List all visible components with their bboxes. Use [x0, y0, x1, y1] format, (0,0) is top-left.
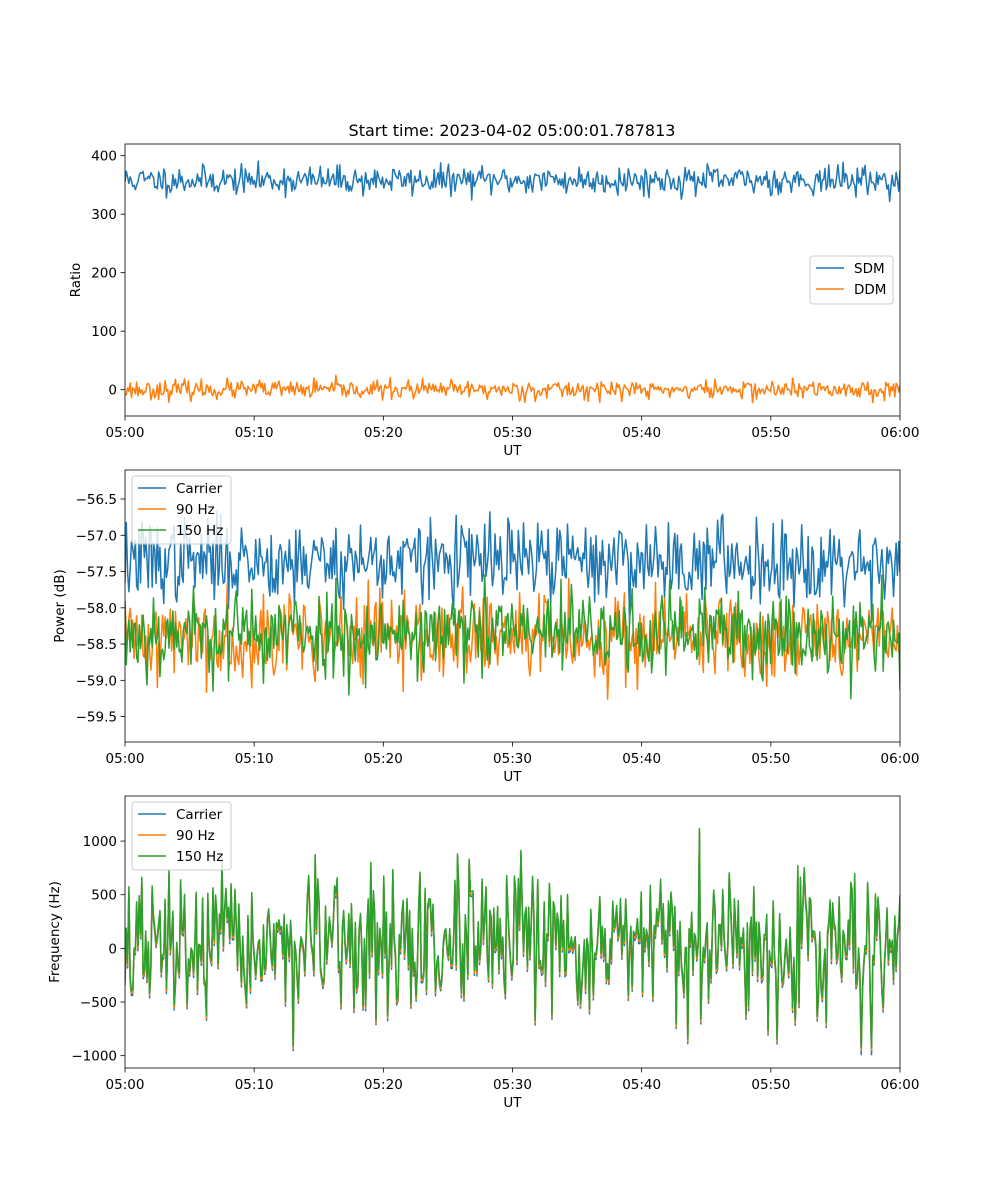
series-line-ddm	[125, 374, 900, 404]
x-tick-label: 05:30	[493, 1077, 532, 1093]
y-tick-label: 0	[108, 941, 117, 957]
y-tick-label: −58.0	[76, 601, 117, 617]
y-tick-label: 300	[91, 207, 117, 223]
legend-label: 90 Hz	[176, 502, 215, 518]
x-tick-label: 05:40	[622, 425, 661, 441]
chart-panels: 05:00 05:10 05:20 05:30 05:40 05:50 06:00 0 100 2…	[47, 143, 920, 1111]
y-tick-label: −56.5	[76, 492, 117, 508]
y-tick-label: −59.0	[76, 673, 117, 689]
chart-panel-3: 05:00 05:10 05:20 05:30 05:40 05:50 06:00 −1000…	[47, 795, 920, 1111]
x-tick-label: 05:20	[364, 751, 403, 767]
figure-title: Start time: 2023-04-02 05:00:01.787813	[349, 121, 676, 140]
legend-box	[131, 801, 232, 871]
x-tick-label: 05:00	[106, 1077, 145, 1093]
chart-panel-1: 05:00 05:10 05:20 05:30 05:40 05:50 06:00 0 100 2…	[68, 143, 920, 459]
series-line-sdm	[125, 160, 900, 203]
x-tick-label: 06:00	[881, 425, 920, 441]
legend-label: 150 Hz	[176, 523, 223, 539]
y-tick-label: 0	[108, 383, 117, 399]
y-tick-label: −57.0	[76, 528, 117, 544]
x-tick-label: 05:10	[235, 751, 274, 767]
y-tick-label: −57.5	[76, 565, 117, 581]
legend: Carrier 90 Hz 150 Hz	[131, 475, 232, 545]
series-lines	[125, 510, 900, 700]
legend-label: 90 Hz	[176, 828, 215, 844]
y-tick-label: 400	[91, 149, 117, 165]
legend-label: Carrier	[176, 807, 223, 823]
y-tick-label: −500	[80, 995, 117, 1011]
x-axis-label: UT	[503, 443, 522, 459]
x-tick-label: 05:50	[751, 751, 790, 767]
x-tick-label: 05:30	[493, 425, 532, 441]
y-axis-label: Frequency (Hz)	[47, 881, 63, 983]
x-axis-label: UT	[503, 1095, 522, 1111]
x-tick-label: 05:20	[364, 1077, 403, 1093]
legend-label: SDM	[854, 261, 885, 277]
x-tick-label: 05:00	[106, 751, 145, 767]
x-tick-label: 06:00	[881, 751, 920, 767]
y-axis-label: Ratio	[68, 263, 84, 298]
x-tick-label: 05:10	[235, 425, 274, 441]
x-tick-label: 05:00	[106, 425, 145, 441]
chart-panel-2: 05:00 05:10 05:20 05:30 05:40 05:50 06:00 −59.5…	[52, 469, 920, 785]
series-line-carrier	[125, 510, 900, 625]
x-tick-label: 05:40	[622, 1077, 661, 1093]
y-tick-label: 200	[91, 266, 117, 282]
series-line-150-hz	[125, 827, 900, 1048]
x-tick-label: 05:20	[364, 425, 403, 441]
y-tick-label: −58.5	[76, 637, 117, 653]
x-axis-label: UT	[503, 769, 522, 785]
y-tick-label: 500	[91, 888, 117, 904]
x-tick-label: 05:10	[235, 1077, 274, 1093]
legend: SDM DDM	[809, 255, 894, 305]
x-tick-label: 05:30	[493, 751, 532, 767]
series-line-150-hz	[125, 574, 900, 700]
series-lines	[125, 160, 900, 404]
y-tick-label: 1000	[83, 834, 117, 850]
x-tick-label: 06:00	[881, 1077, 920, 1093]
y-axis-label: Power (dB)	[52, 569, 68, 642]
legend-label: 150 Hz	[176, 849, 223, 865]
legend-box	[131, 475, 232, 545]
y-tick-label: 100	[91, 324, 117, 340]
x-tick-label: 05:40	[622, 751, 661, 767]
series-lines	[125, 827, 900, 1056]
y-tick-label: −59.5	[76, 710, 117, 726]
legend-label: DDM	[854, 282, 886, 298]
legend-label: Carrier	[176, 481, 223, 497]
x-tick-label: 05:50	[751, 1077, 790, 1093]
legend: Carrier 90 Hz 150 Hz	[131, 801, 232, 871]
y-tick-label: −1000	[71, 1049, 117, 1065]
x-tick-label: 05:50	[751, 425, 790, 441]
